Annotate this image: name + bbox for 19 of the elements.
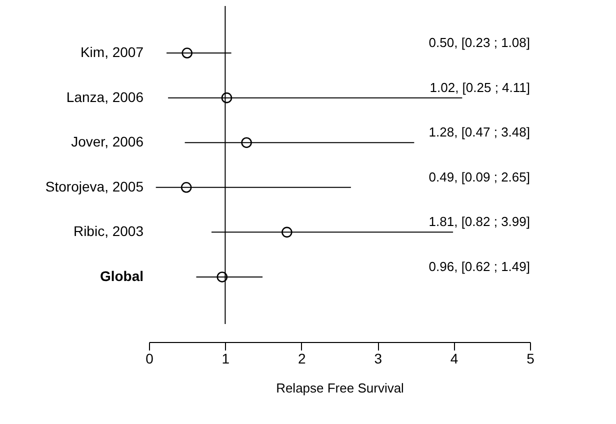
x-tick-label: 4 (450, 350, 458, 366)
y-tick-label: Kim, 2007 (80, 44, 144, 60)
y-tick-label: Lanza, 2006 (66, 88, 144, 105)
x-tick-label: 3 (374, 350, 382, 366)
annotation: 0.49, [0.09 ; 2.65] (428, 169, 530, 184)
x-tick-label: 1 (222, 350, 230, 366)
annotation: 0.50, [0.23 ; 1.08] (428, 35, 530, 50)
y-tick-label: Storojeva, 2005 (45, 178, 144, 194)
x-axis-title: Relapse Free Survival (276, 380, 404, 396)
y-tick-label: Jover, 2006 (71, 134, 144, 150)
annotation: 1.28, [0.47 ; 3.48] (428, 124, 530, 140)
annotation: 1.02, [0.25 ; 4.11] (430, 80, 530, 95)
annotation: 0.96, [0.62 ; 1.49] (428, 258, 530, 274)
x-tick-label: 2 (298, 350, 306, 366)
y-tick-label: Global (100, 268, 144, 284)
x-tick-label: 5 (526, 350, 535, 366)
x-tick-label: 0 (146, 350, 154, 366)
annotation: 1.81, [0.82 ; 3.99] (428, 214, 530, 230)
y-tick-label: Ribic, 2003 (73, 223, 144, 240)
